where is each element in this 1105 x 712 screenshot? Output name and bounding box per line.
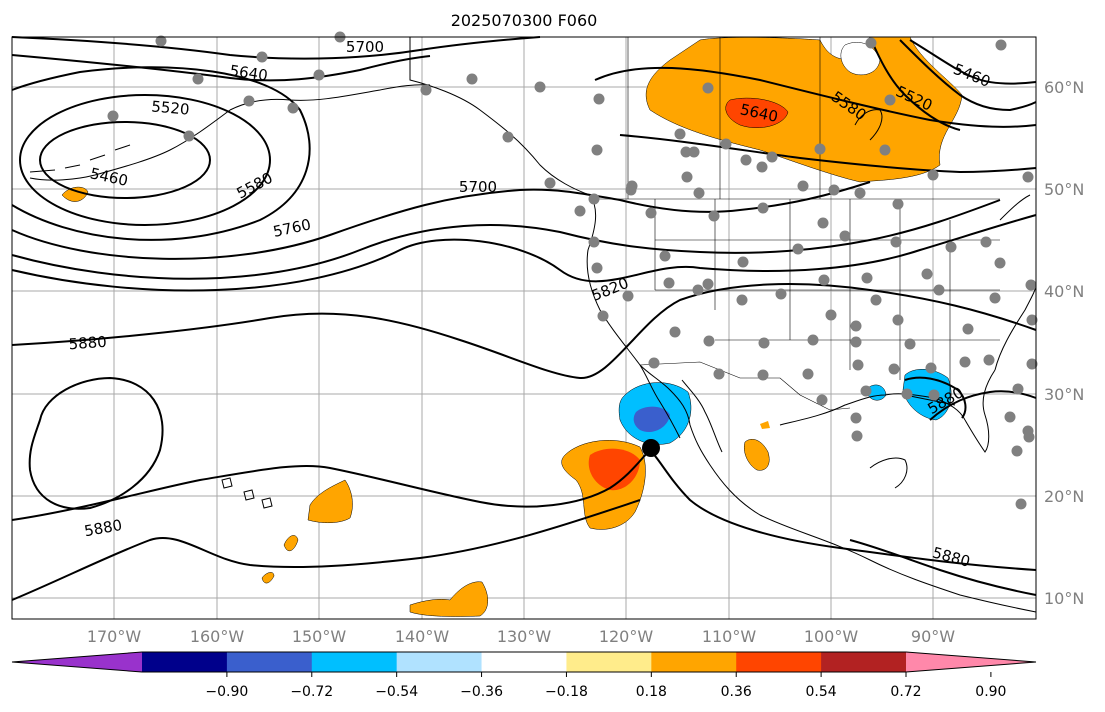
colorbar-segment [651,652,737,672]
positive-anomaly-hawaii-2 [283,535,299,552]
anomaly-fills [61,36,963,617]
colorbar-segment [142,652,228,672]
lat-label-40n: 40°N [1044,282,1084,301]
map-panel: 5700 5640 5520 5460 5580 5700 5760 5820 … [11,31,1038,620]
lon-label-110w: 110°W [702,627,757,646]
lat-label-20n: 20°N [1044,487,1084,506]
lon-label-90w: 90°W [911,627,955,646]
lon-label-140w: 140°W [395,627,450,646]
strong-negative-anomaly-baja [633,406,670,433]
colorbar-tick-label: 0.54 [806,684,837,700]
lon-label-160w: 160°W [190,627,245,646]
contour-label: 5640 [229,61,269,84]
colorbar-extend-min [12,652,142,672]
contour-label: 5880 [68,333,107,354]
lat-label-30n: 30°N [1044,385,1084,404]
center-marker [642,439,660,457]
colorbar-tick-label: −0.54 [375,684,418,700]
contour-label: 5700 [459,178,497,196]
lon-label-150w: 150°W [292,627,347,646]
positive-anomaly-hawaii-3 [261,572,275,584]
strong-positive-anomaly-pacific [588,448,640,491]
station-dots [107,31,1038,510]
colorbar-tick-label: 0.90 [975,684,1006,700]
colorbar-tick-label: 0.36 [721,684,752,700]
strong-anomaly-canada [725,97,789,128]
colorbar-segment [566,652,652,672]
colorbar-tick-label: 0.18 [636,684,667,700]
colorbar-segment [311,652,398,672]
colorbar-tick-label: 0.72 [890,684,921,700]
lon-label-100w: 100°W [804,627,859,646]
height-contours [11,36,1037,601]
colorbar-tick-label: −0.36 [460,684,503,700]
lon-label-170w: 170°W [87,627,142,646]
colorbar-segment [821,652,907,672]
lat-label-60n: 60°N [1044,78,1084,97]
lat-label-10n: 10°N [1044,589,1084,608]
colorbar: −0.90 −0.72 −0.54 −0.36 −0.18 0.18 0.36 0.54 0.7… [11,651,1037,700]
colorbar-tick-label: −0.72 [290,684,333,700]
colorbar-segment [226,652,313,672]
contour-label: 5520 [151,97,191,118]
colorbar-extend-max [906,652,1036,672]
latitude-labels: 10°N 20°N 30°N 40°N 50°N 60°N [1044,78,1084,608]
lon-label-120w: 120°W [599,627,654,646]
positive-anomaly-hawaii-4 [409,581,488,617]
contour-label: 5700 [346,38,384,56]
colorbar-segment [481,652,567,672]
positive-anomaly-mexico-small [760,421,770,429]
positive-anomaly-hawaii-1 [307,479,353,523]
plot-title: 2025070300 F060 [451,11,598,30]
longitude-labels: 170°W 160°W 150°W 140°W 130°W 120°W 110°… [87,627,955,646]
lon-label-130w: 130°W [497,627,552,646]
colorbar-tick-label: −0.18 [545,684,588,700]
colorbar-tick-label: −0.90 [205,684,248,700]
positive-anomaly-mexico [744,439,770,471]
colorbar-segment [396,652,483,672]
colorbar-segment [736,652,822,672]
colorbar-outline [11,651,1037,673]
lat-label-50n: 50°N [1044,180,1084,199]
